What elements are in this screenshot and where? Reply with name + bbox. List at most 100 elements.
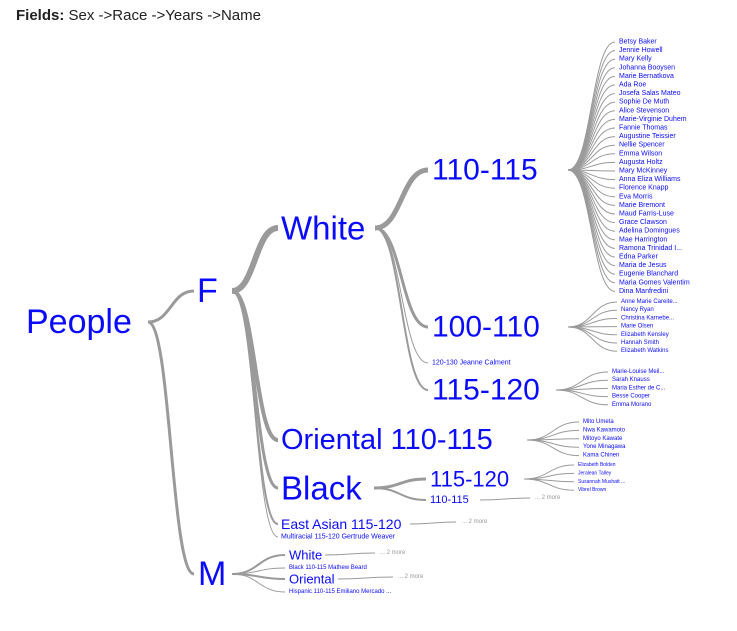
leaf-emma-wilson: Emma Wilson (619, 150, 662, 157)
node-sex-m: M (198, 555, 226, 593)
more-indicator: ... 2 more (380, 550, 406, 556)
more-indicator: ... 2 more (398, 574, 424, 580)
link-leaf (526, 439, 580, 457)
node-m-oriental: Oriental (289, 572, 335, 587)
leaf-kama-chinen: Kama Chinen (583, 453, 619, 459)
node-f-black-115-120: 115-120 (430, 467, 509, 492)
node-f-white-100-110: 100-110 (432, 311, 540, 344)
link-white-years (374, 227, 429, 364)
link-white-years (374, 226, 429, 329)
node-sex-f: F (197, 272, 218, 310)
leaf-mae-harrington: Mae Harrington (619, 236, 667, 243)
more-indicator: ... 2 more (462, 519, 488, 525)
link-leaf (555, 371, 609, 391)
link-m-race (231, 573, 286, 580)
leaf-augusta-holtz: Augusta Holtz (619, 159, 663, 166)
link-people-m (147, 320, 195, 576)
leaf-anna-eliza-williams: Anna Eliza Williams (619, 176, 681, 183)
more-indicator: ... 2 more (535, 495, 561, 501)
link-leaf (567, 326, 618, 344)
link-leaf (523, 478, 575, 483)
leaf-fannie-thomas: Fannie Thomas (619, 125, 668, 132)
leaf-betsy-baker: Betsy Baker (619, 39, 657, 46)
leaf-johanna-booysen: Johanna Booysen (619, 64, 675, 71)
link-f-race (231, 289, 279, 490)
leaf-maria-gomes-valentim: Maria Gomes Valentim (619, 279, 690, 286)
leaf-hannah-smith: Hannah Smith (621, 340, 659, 346)
link-white-years (374, 167, 429, 231)
leaf-maria-esther-de-c: Maria Esther de C... (612, 385, 666, 391)
node-f-black: Black (281, 470, 362, 507)
leaf-sophie-de-muth: Sophie De Muth (619, 99, 669, 106)
node-m-white: White (289, 548, 322, 563)
link-black-110 (373, 487, 427, 501)
link-leaf (567, 127, 616, 171)
link-m-white-more (324, 552, 376, 556)
node-people: People (26, 303, 132, 341)
link-f-race (231, 290, 279, 525)
node-m-black: Black 110-115 Mathew Beard (289, 565, 367, 571)
leaf-mitoyo-kawate: Mitoyo Kawate (583, 436, 623, 442)
leaf-augustine-teissier: Augustine Teissier (619, 133, 676, 140)
leaf-vibrel-brown: Vibrel Brown (578, 487, 606, 493)
leaf-maud-farris-luse: Maud Farris-Luse (619, 211, 674, 218)
leaf-ramona-trinidad-i: Ramona Trinidad I... (619, 245, 682, 252)
leaf-marie-louise-meil: Marie-Louise Meil... (612, 369, 665, 375)
link-f-east-asian-more (409, 521, 457, 525)
leaf-mary-kelly: Mary Kelly (619, 56, 652, 63)
link-leaf (526, 421, 580, 441)
node-f-white: White (281, 210, 365, 247)
leaf-nwa-kawamoto: Nwa Kawamoto (583, 427, 626, 433)
leaf-elizabeth-kensley: Elizabeth Kensley (621, 332, 669, 338)
leaf-christina-karnebe: Christina Karnebe... (621, 315, 674, 321)
leaf-marie-virginie-duhem: Marie-Virginie Duhem (619, 116, 687, 123)
link-black-110-more (479, 497, 531, 501)
link-leaf (567, 169, 616, 215)
leaf-eva-morris: Eva Morris (619, 193, 653, 200)
leaf-adelina-domingues: Adelina Domingues (619, 228, 680, 235)
leaf-nancy-ryan: Nancy Ryan (621, 307, 654, 313)
link-leaf (523, 464, 575, 480)
fields-header: Fields: Sex ->Race ->Years ->Name (16, 7, 261, 24)
fields-label: Fields: (16, 7, 65, 24)
link-f-race (231, 289, 279, 442)
leaf-florence-knapp: Florence Knapp (619, 185, 669, 192)
leaf-jennie-howell: Jennie Howell (619, 47, 663, 54)
leaf-nellie-spencer: Nellie Spencer (619, 142, 665, 149)
leaf-dina-manfredini: Dina Manfredini (619, 288, 668, 295)
leaf-elizabeth-bolden: Elizabeth Bolden (578, 462, 616, 468)
leaf-alice-stevenson: Alice Stevenson (619, 107, 669, 114)
node-f-white-120-130: 120-130 Jeanne Calment (432, 360, 511, 367)
link-white-years (374, 227, 429, 391)
node-f-black-110-115: 110-115 (430, 494, 469, 506)
leaf-eugenie-blanchard: Eugenie Blanchard (619, 271, 678, 278)
leaf-marie-bremont: Marie Bremont (619, 202, 665, 209)
node-f-east-asian: East Asian 115-120 (281, 516, 402, 532)
link-leaf (567, 41, 616, 171)
node-f-white-110-115: 110-115 (432, 154, 538, 187)
leaf-mary-mckinney: Mary McKinney (619, 168, 668, 175)
leaf-elizabeth-watkins: Elizabeth Watkins (621, 348, 668, 354)
leaf-anne-marie-careite: Anne Marie Careite... (621, 299, 678, 305)
node-f-white-115-120: 115-120 (432, 374, 540, 407)
leaf-mito-umeta: Mito Umeta (583, 419, 614, 425)
leaf-susannah-mushatt: Susannah Mushatt ... (578, 479, 625, 485)
link-leaf (555, 389, 609, 406)
node-f-multiracial: Multiracial 115-120 Gertrude Weaver (281, 534, 396, 541)
leaf-edna-parker: Edna Parker (619, 254, 659, 261)
link-leaf (567, 169, 616, 249)
leaf-yone-minagawa: Yone Minagawa (583, 444, 626, 450)
leaf-emma-morano: Emma Morano (612, 402, 652, 408)
leaf-grace-clawson: Grace Clawson (619, 219, 667, 226)
link-leaf (567, 169, 616, 275)
link-m-race (231, 554, 286, 575)
fields-path: Sex ->Race ->Years ->Name (68, 7, 261, 24)
leaf-besse-cooper: Besse Cooper (612, 394, 650, 400)
link-leaf (567, 301, 618, 328)
link-leaf (567, 75, 616, 171)
node-m-hispanic: Hispanic 110-115 Emiliano Mercado ... (289, 589, 391, 595)
leaf-ada-roe: Ada Roe (619, 82, 646, 89)
link-leaf (526, 439, 580, 448)
leaf-maria-de-jesus: Maria de Jesus (619, 262, 667, 269)
